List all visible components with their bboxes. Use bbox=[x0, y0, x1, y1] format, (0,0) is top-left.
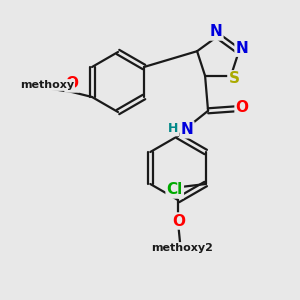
Text: Cl: Cl bbox=[167, 182, 183, 197]
Text: methoxy: methoxy bbox=[20, 80, 74, 90]
Text: O: O bbox=[65, 76, 79, 92]
Text: methoxy2: methoxy2 bbox=[151, 243, 213, 253]
Text: N: N bbox=[236, 41, 248, 56]
Text: H: H bbox=[168, 122, 178, 135]
Text: S: S bbox=[228, 71, 239, 86]
Text: N: N bbox=[210, 25, 222, 40]
Text: O: O bbox=[172, 214, 185, 229]
Text: N: N bbox=[181, 122, 194, 137]
Text: O: O bbox=[236, 100, 249, 115]
